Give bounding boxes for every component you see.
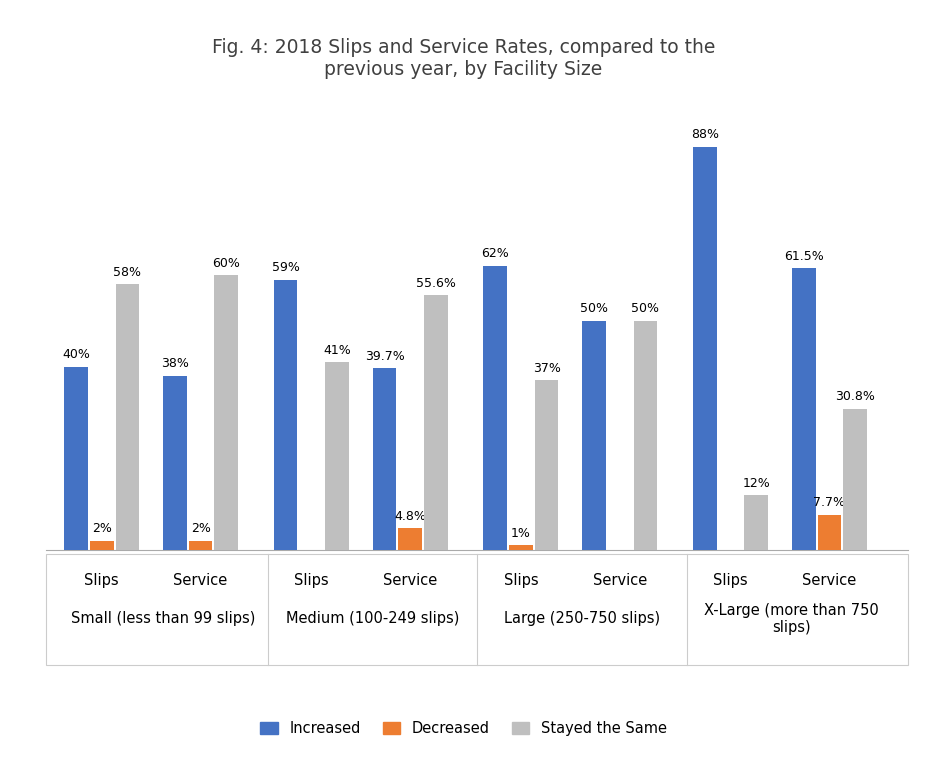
Bar [116,284,139,550]
Bar [483,266,507,550]
Bar [535,380,558,550]
Text: 58%: 58% [113,266,142,279]
Text: Slips: Slips [294,573,329,588]
Text: 12%: 12% [743,477,770,490]
Bar [214,275,238,550]
Text: X-Large (more than 750
slips): X-Large (more than 750 slips) [705,603,879,635]
Bar [744,495,768,550]
Bar [325,362,349,550]
Text: 50%: 50% [580,303,608,316]
Text: Slips: Slips [713,573,748,588]
Bar [424,295,448,550]
Bar [582,321,606,550]
Text: Large (250-750 slips): Large (250-750 slips) [504,611,660,626]
Text: 60%: 60% [212,257,240,270]
Legend: Increased, Decreased, Stayed the Same: Increased, Decreased, Stayed the Same [254,715,673,741]
Text: 40%: 40% [62,348,90,361]
Bar [399,528,422,550]
Bar [273,280,298,550]
Text: Service: Service [592,573,647,588]
Text: Service: Service [802,573,857,588]
Text: 59%: 59% [272,261,299,274]
Bar [792,268,816,550]
Bar [844,409,867,550]
Text: Small (less than 99 slips): Small (less than 99 slips) [70,611,255,626]
Text: 50%: 50% [631,303,659,316]
Text: 41%: 41% [324,344,351,357]
Text: 2%: 2% [191,523,210,536]
Bar [634,321,657,550]
Text: Slips: Slips [84,573,119,588]
Text: 38%: 38% [161,358,189,371]
Text: 37%: 37% [533,362,561,375]
Text: 55.6%: 55.6% [416,277,456,290]
Text: Medium (100-249 slips): Medium (100-249 slips) [286,611,459,626]
Text: 7.7%: 7.7% [813,497,845,510]
Bar [692,147,717,550]
Text: 61.5%: 61.5% [784,250,823,263]
Text: 4.8%: 4.8% [394,510,426,523]
Bar [373,368,397,550]
Bar [163,376,186,550]
Text: Service: Service [383,573,438,588]
Text: Slips: Slips [503,573,539,588]
Text: 30.8%: 30.8% [835,390,875,403]
Text: 1%: 1% [511,527,531,540]
Bar [90,541,114,550]
Bar [189,541,212,550]
Text: 62%: 62% [481,248,509,261]
Text: Service: Service [173,573,228,588]
Bar [818,515,841,550]
Text: Fig. 4: 2018 Slips and Service Rates, compared to the
previous year, by Facility: Fig. 4: 2018 Slips and Service Rates, co… [211,38,716,79]
Text: 2%: 2% [92,523,111,536]
Bar [64,367,88,550]
Text: 39.7%: 39.7% [364,350,404,363]
Text: 88%: 88% [691,128,718,141]
Bar [509,545,533,550]
